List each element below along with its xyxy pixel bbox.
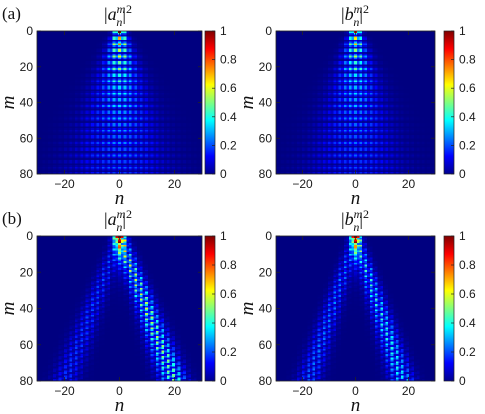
y-axis-label: m xyxy=(237,96,258,110)
x-tick-label: −20 xyxy=(292,177,313,191)
y-tick-label: 0 xyxy=(26,24,33,38)
y-tick-label: 0 xyxy=(26,229,33,243)
panel-title: |am n|2 xyxy=(104,2,132,29)
x-tick-label: −20 xyxy=(292,384,313,398)
colorbar-tick-label: 0.4 xyxy=(220,316,237,330)
colorbar xyxy=(443,235,455,382)
colorbar-tick-label: 0.6 xyxy=(220,287,237,301)
colorbar-tick-label: 0.4 xyxy=(220,110,237,124)
x-tick-label: 20 xyxy=(402,384,416,398)
x-axis-label: n xyxy=(115,188,125,209)
y-tick-label: 80 xyxy=(259,167,273,181)
colorbar-tick-label: 0.8 xyxy=(459,53,476,67)
heatmap-panel-2: −20 0 20 0 20 40 60 80 n m |bm n|2 0 0.2 0.4 0.6 0.8 1 xyxy=(237,2,476,209)
y-tick-label: 60 xyxy=(259,338,273,352)
y-tick-label: 80 xyxy=(20,374,34,388)
colorbar-tick-label: 0.2 xyxy=(220,138,237,152)
y-tick-label: 40 xyxy=(259,302,273,316)
heatmap-panel-1: −20 0 20 0 20 40 60 80 n m |am n|2 0 0.2 0.4 0.6 0.8 1 xyxy=(0,2,237,209)
colorbar xyxy=(443,30,455,175)
x-tick-label: 0 xyxy=(116,384,123,398)
x-tick-label: 20 xyxy=(168,384,182,398)
panel-title: |bm n|2 xyxy=(341,2,369,29)
panel-title: |bm n|2 xyxy=(341,207,369,234)
y-tick-label: 20 xyxy=(259,265,273,279)
x-axis-label: n xyxy=(351,395,361,414)
x-tick-label: 20 xyxy=(168,177,182,191)
heatmap-image xyxy=(276,31,435,174)
colorbar-tick-label: 0.8 xyxy=(459,258,476,272)
colorbar-tick-label: 0.6 xyxy=(459,287,476,301)
y-tick-label: 80 xyxy=(259,374,273,388)
colorbar-tick-label: 1 xyxy=(459,229,466,243)
x-tick-label: −20 xyxy=(54,384,75,398)
colorbar-tick-label: 0 xyxy=(220,374,227,388)
x-axis-label: n xyxy=(115,395,125,414)
y-tick-label: 0 xyxy=(265,24,272,38)
y-axis-label: m xyxy=(0,302,19,316)
x-tick-label: −20 xyxy=(54,177,75,191)
colorbar-tick-label: 0 xyxy=(459,167,466,181)
heatmap-image xyxy=(37,236,202,381)
y-tick-label: 40 xyxy=(20,96,34,110)
colorbar xyxy=(204,235,216,382)
y-tick-label: 60 xyxy=(259,131,273,145)
panel-title: |am n|2 xyxy=(104,207,132,234)
colorbar-tick-label: 0.2 xyxy=(220,345,237,359)
x-tick-label: 20 xyxy=(402,177,416,191)
colorbar-tick-label: 1 xyxy=(220,24,227,38)
y-tick-label: 20 xyxy=(259,60,273,74)
colorbar-tick-label: 0.8 xyxy=(220,258,237,272)
y-tick-label: 80 xyxy=(20,167,34,181)
y-tick-label: 20 xyxy=(20,60,34,74)
y-tick-label: 0 xyxy=(265,229,272,243)
y-axis-label: m xyxy=(237,302,258,316)
row-label-b: (b) xyxy=(2,209,22,228)
heatmap-image xyxy=(276,236,435,381)
x-tick-label: 0 xyxy=(352,177,359,191)
y-axis-label: m xyxy=(0,96,19,110)
x-tick-label: 0 xyxy=(116,177,123,191)
colorbar-tick-label: 0.4 xyxy=(459,110,476,124)
colorbar-tick-label: 0.2 xyxy=(459,138,476,152)
colorbar-tick-label: 1 xyxy=(459,24,466,38)
y-tick-label: 60 xyxy=(20,338,34,352)
y-tick-label: 40 xyxy=(259,96,273,110)
colorbar-tick-label: 0.6 xyxy=(459,81,476,95)
colorbar-tick-label: 0 xyxy=(220,167,227,181)
colorbar-tick-label: 0 xyxy=(459,374,466,388)
colorbar-tick-label: 0.2 xyxy=(459,345,476,359)
colorbar-tick-label: 0.6 xyxy=(220,81,237,95)
x-axis-label: n xyxy=(351,188,361,209)
heatmap-image xyxy=(37,31,202,174)
colorbar xyxy=(204,30,216,175)
row-label-a: (a) xyxy=(2,4,21,23)
y-tick-label: 40 xyxy=(20,302,34,316)
heatmap-panel-4: −20 0 20 0 20 40 60 80 n m |bm n|2 0 0.2 0.4 0.6 0.8 1 xyxy=(237,207,476,414)
colorbar-tick-label: 0.8 xyxy=(220,53,237,67)
colorbar-tick-label: 1 xyxy=(220,229,227,243)
y-tick-label: 20 xyxy=(20,265,34,279)
heatmap-panel-3: −20 0 20 0 20 40 60 80 n m |am n|2 0 0.2 0.4 0.6 0.8 1 xyxy=(0,207,237,414)
y-tick-label: 60 xyxy=(20,131,34,145)
colorbar-tick-label: 0.4 xyxy=(459,316,476,330)
x-tick-label: 0 xyxy=(352,384,359,398)
